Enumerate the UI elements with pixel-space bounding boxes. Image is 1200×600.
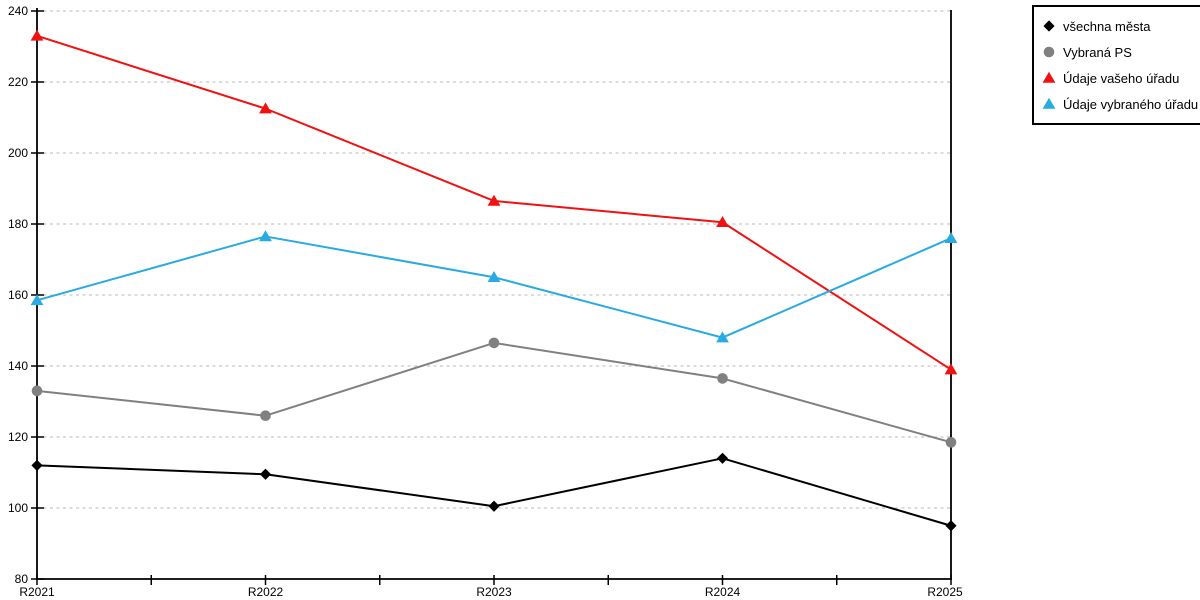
y-tick-label: 220	[8, 75, 28, 89]
legend-item: všechna města	[1042, 13, 1200, 39]
diamond-marker-icon	[1042, 20, 1056, 32]
triangle-marker-icon	[1042, 72, 1056, 84]
series-0-line	[36, 457, 952, 527]
legend-item-label: Údaje vašeho úřadu	[1063, 70, 1180, 86]
circle-glyph	[1043, 46, 1055, 58]
series-2-marker	[487, 194, 501, 206]
x-tick-label: R2021	[19, 585, 55, 599]
legend-item-label: všechna města	[1063, 18, 1151, 34]
series-0-marker	[945, 520, 957, 532]
legend-item: Údaje vybraného úřadu	[1042, 91, 1200, 117]
series-0-marker	[488, 500, 500, 512]
x-tick-label: R2023	[476, 585, 512, 599]
circle-marker-icon	[1042, 46, 1056, 58]
y-tick-label: 200	[8, 146, 28, 160]
series-0-marker	[259, 468, 272, 480]
x-tick-label: R2024	[705, 585, 741, 599]
series-2-marker	[30, 29, 44, 41]
series-2-marker	[716, 216, 729, 228]
series-1-marker	[260, 410, 271, 422]
legend: všechna města Vybraná PS Údaje vašeho úřad…	[1032, 5, 1200, 125]
series-3-marker	[944, 232, 958, 243]
series-1-line	[36, 341, 952, 444]
y-tick-label: 140	[8, 359, 28, 373]
y-tick-label: 100	[8, 501, 28, 515]
x-tick-label: R2025	[927, 585, 963, 599]
legend-item-label: Vybraná PS	[1063, 44, 1132, 60]
series-1-marker	[488, 337, 500, 349]
series-3-marker	[487, 271, 501, 283]
series-1-marker	[945, 437, 957, 448]
triangle-marker-icon	[1042, 98, 1056, 110]
series-0-marker	[31, 459, 43, 471]
series-3-marker	[259, 230, 272, 242]
legend-item-label: Údaje vybraného úřadu	[1063, 96, 1199, 112]
y-tick-label: 180	[8, 217, 28, 231]
series-3-marker	[716, 331, 729, 343]
diamond-glyph	[1043, 20, 1055, 32]
series-1-marker	[31, 385, 43, 397]
x-tick-label: R2022	[248, 585, 284, 599]
y-tick-label: 80	[15, 572, 29, 586]
series-2-marker	[259, 102, 272, 114]
series-1-marker	[717, 373, 728, 384]
y-tick-label: 120	[8, 430, 28, 444]
y-tick-label: 160	[8, 288, 28, 302]
series-3-marker	[30, 294, 44, 306]
series-2-marker	[944, 363, 958, 375]
y-tick-label: 240	[8, 4, 28, 18]
triangle-glyph	[1042, 98, 1056, 109]
legend-item: Údaje vašeho úřadu	[1042, 65, 1200, 91]
triangle-glyph	[1042, 72, 1056, 83]
series-3-line	[36, 235, 952, 339]
series-0-marker	[716, 452, 729, 464]
legend-item: Vybraná PS	[1042, 39, 1200, 65]
